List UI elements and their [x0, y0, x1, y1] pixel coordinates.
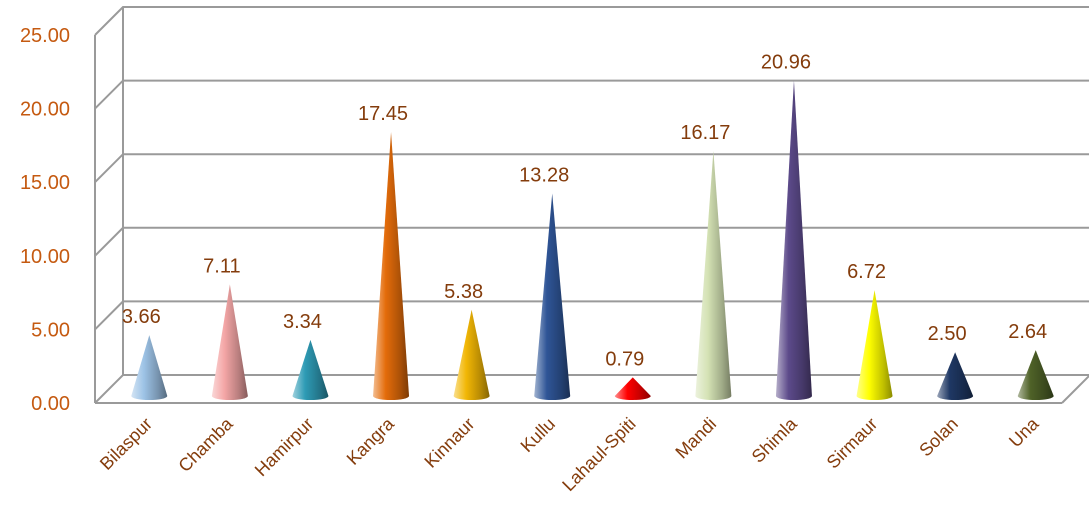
x-axis-category-labels: Bilaspur Chamba Hamirpur Kangra Kinnaur Kullu…: [96, 413, 1043, 495]
y-tick-label: 20.00: [20, 99, 70, 121]
cone-chamba: [211, 284, 248, 400]
chart-grid: [94, 6, 1089, 404]
value-label: 17.45: [358, 103, 408, 125]
category-label: Sirmaur: [823, 414, 882, 473]
cone-sirmaur: [856, 290, 893, 400]
cone-body: [131, 335, 168, 400]
category-label: Shimla: [748, 413, 802, 467]
floor-right-edge: [1061, 374, 1089, 404]
value-label: 7.11: [203, 255, 240, 277]
cone-bilaspur: [131, 335, 168, 400]
cone-body: [453, 309, 490, 400]
cone-shimla: [775, 80, 812, 400]
cone-body: [534, 193, 571, 400]
cone-body: [775, 80, 812, 400]
gridline: [94, 153, 1089, 183]
value-label: 20.96: [761, 51, 811, 73]
cone-body: [373, 132, 410, 401]
value-label: 5.38: [444, 281, 483, 303]
category-label: Hamirpur: [251, 414, 317, 480]
cone-body: [614, 377, 651, 400]
cone-kullu: [534, 193, 571, 400]
cone-body: [211, 284, 248, 400]
value-label: 13.28: [519, 165, 569, 187]
y-tick-label: 0.00: [31, 393, 70, 415]
category-label: Una: [1005, 413, 1043, 451]
value-label: 2.64: [1008, 321, 1047, 343]
y-tick-label: 15.00: [20, 172, 70, 194]
cone-kinnaur: [453, 309, 490, 400]
cone-body: [856, 290, 893, 400]
category-label: Solan: [915, 414, 962, 461]
category-label: Lahaul-Spiti: [558, 414, 639, 495]
gridline: [94, 79, 1089, 110]
cone-kangra: [373, 132, 410, 401]
cone-lahaul-spiti: [614, 377, 651, 400]
value-label: 0.79: [605, 348, 644, 370]
cone-body: [292, 339, 329, 400]
category-label: Bilaspur: [96, 414, 156, 474]
value-labels: 3.66 7.11 3.34 17.45 5.38 13.28 0.79 16.17 20.96…: [122, 51, 1047, 370]
category-label: Kangra: [343, 413, 399, 469]
chart-cones: [131, 80, 1054, 401]
cone-hamirpur: [292, 339, 329, 400]
category-label: Mandi: [671, 414, 720, 463]
category-label: Kinnaur: [420, 414, 478, 472]
category-label: Chamba: [174, 413, 237, 476]
cone-solan: [937, 352, 974, 400]
gridline: [94, 6, 1089, 36]
value-label: 2.50: [928, 323, 967, 345]
cone-body: [1017, 350, 1054, 400]
cone-mandi: [695, 150, 732, 400]
y-axis-tick-labels: 0.00 5.00 10.00 15.00 20.00 25.00: [20, 25, 70, 415]
y-tick-label: 5.00: [31, 319, 70, 341]
value-label: 16.17: [680, 122, 730, 144]
gridline: [94, 226, 1089, 257]
value-label: 3.34: [283, 311, 322, 333]
cone-una: [1017, 350, 1054, 400]
value-label: 6.72: [847, 261, 886, 283]
y-tick-label: 10.00: [20, 246, 70, 268]
cone-body: [937, 352, 974, 400]
y-tick-label: 25.00: [20, 25, 70, 47]
cone-body: [695, 150, 732, 400]
category-label: Kullu: [517, 414, 559, 456]
value-label: 3.66: [122, 306, 161, 328]
